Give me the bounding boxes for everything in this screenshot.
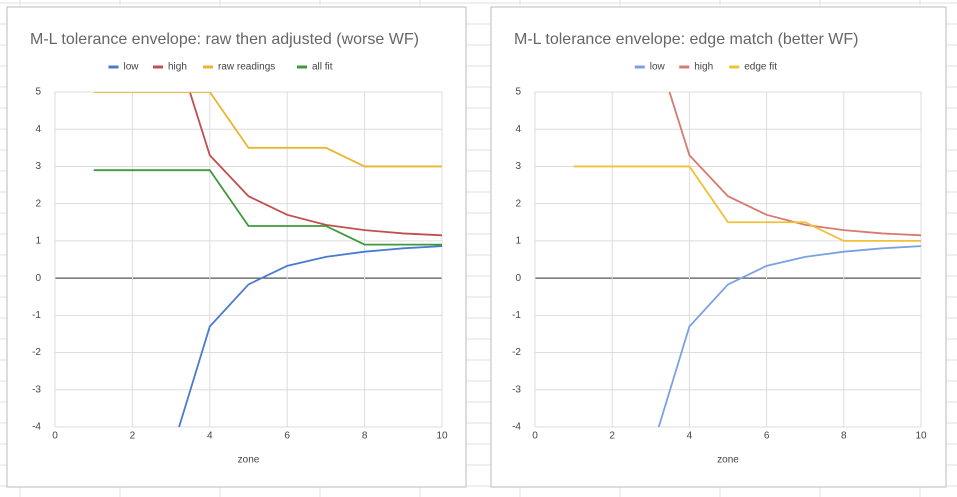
y-tick-label: -2 bbox=[512, 347, 521, 358]
legend-label: edge fit bbox=[744, 62, 777, 73]
series-line bbox=[178, 245, 442, 427]
y-tick-label: 2 bbox=[515, 198, 521, 209]
legend-label: high bbox=[694, 62, 713, 73]
y-tick-label: 5 bbox=[515, 87, 521, 98]
y-tick-label: 1 bbox=[35, 236, 41, 247]
y-tick-label: 0 bbox=[35, 273, 41, 284]
plot bbox=[93, 92, 442, 427]
y-tick-label: -1 bbox=[32, 310, 41, 321]
chart-card bbox=[490, 6, 947, 488]
legend-label: low bbox=[124, 62, 140, 73]
legend-label: low bbox=[650, 62, 666, 73]
x-tick-label: 0 bbox=[532, 431, 538, 442]
legend-label: all fit bbox=[312, 62, 333, 73]
series-line bbox=[668, 92, 921, 237]
series-line bbox=[93, 92, 442, 168]
chart-title: M-L tolerance envelope: edge match (bett… bbox=[514, 31, 858, 48]
x-axis-label: zone bbox=[717, 455, 739, 466]
x-tick-label: 10 bbox=[436, 431, 448, 442]
chart-title: M-L tolerance envelope: raw then adjuste… bbox=[30, 31, 419, 48]
x-tick-label: 10 bbox=[915, 431, 927, 442]
series-line bbox=[657, 245, 921, 427]
y-tick-label: 3 bbox=[515, 161, 521, 172]
y-tick-label: 3 bbox=[35, 161, 41, 172]
y-tick-label: -2 bbox=[32, 347, 41, 358]
x-tick-label: 8 bbox=[362, 431, 368, 442]
y-tick-label: 4 bbox=[35, 124, 41, 135]
y-tick-label: -4 bbox=[512, 422, 521, 433]
y-tick-label: 0 bbox=[515, 273, 521, 284]
y-tick-label: -3 bbox=[512, 384, 521, 395]
x-tick-label: 6 bbox=[764, 431, 770, 442]
y-tick-label: -3 bbox=[32, 384, 41, 395]
legend-label: high bbox=[168, 62, 187, 73]
y-tick-label: 5 bbox=[35, 87, 41, 98]
x-tick-label: 4 bbox=[687, 431, 693, 442]
y-tick-label: -4 bbox=[32, 422, 41, 433]
legend-label: raw readings bbox=[218, 62, 275, 73]
x-tick-label: 2 bbox=[130, 431, 136, 442]
y-tick-label: 2 bbox=[35, 198, 41, 209]
y-tick-label: 1 bbox=[515, 236, 521, 247]
x-tick-label: 6 bbox=[284, 431, 290, 442]
y-tick-label: -1 bbox=[512, 310, 521, 321]
x-axis-label: zone bbox=[238, 455, 260, 466]
x-tick-label: 0 bbox=[52, 431, 58, 442]
plot bbox=[573, 92, 921, 427]
series-line bbox=[188, 92, 442, 237]
x-tick-label: 8 bbox=[841, 431, 847, 442]
series-line bbox=[93, 169, 442, 246]
chart-card bbox=[6, 6, 467, 488]
x-tick-label: 2 bbox=[609, 431, 615, 442]
y-tick-label: 4 bbox=[515, 124, 521, 135]
x-tick-label: 4 bbox=[207, 431, 213, 442]
series-line bbox=[573, 165, 921, 242]
